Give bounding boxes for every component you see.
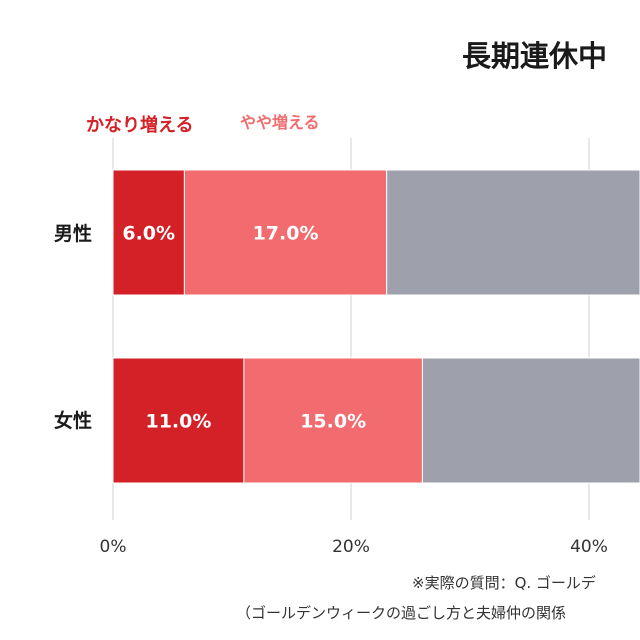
bar-segment-1-1: [243, 357, 423, 484]
data-label-1-1: 15.0%: [300, 411, 366, 433]
x-axis-ticks: 0% 20% 40%: [100, 537, 608, 557]
legend-entry-kanari: かなり増える: [86, 114, 193, 136]
bar-segment-0-2: [386, 169, 640, 296]
bar-segment-1-2: [421, 357, 640, 484]
footnote-source: （ゴールデンウィークの過ごし方と夫婦仲の関係: [236, 604, 566, 622]
x-tick-label-2: 40%: [570, 537, 608, 557]
category-label-female: 女性: [54, 409, 92, 432]
category-label-male: 男性: [54, 222, 92, 245]
bar-segment-0-1: [183, 169, 388, 296]
x-tick-label-0: 0%: [100, 537, 127, 557]
data-label-0-1: 17.0%: [253, 223, 319, 245]
data-label-0-0: 6.0%: [122, 223, 175, 245]
bar-segment-1-0: [112, 357, 245, 484]
data-labels: 6.0% 17.0% 11.0% 15.0%: [122, 223, 366, 433]
footnote-question: ※実際の質問：Q. ゴールデ: [412, 574, 596, 592]
data-label-1-0: 11.0%: [145, 411, 211, 433]
chart-title: 長期連休中: [462, 39, 607, 73]
legend-entry-yaya: やや増える: [240, 113, 320, 132]
bar-segment-0-0: [112, 169, 185, 296]
bars: [112, 169, 640, 484]
x-tick-label-1: 20%: [332, 537, 370, 557]
